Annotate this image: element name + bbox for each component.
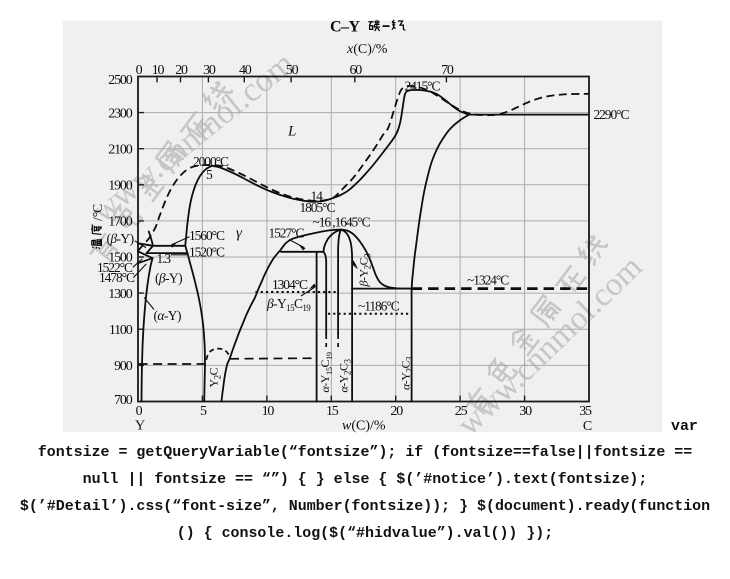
svg-text:20: 20 xyxy=(175,63,188,78)
svg-text:/°C: /°C xyxy=(90,204,105,221)
svg-text:50: 50 xyxy=(286,63,299,78)
svg-text:30: 30 xyxy=(519,404,532,419)
svg-text:14: 14 xyxy=(311,189,324,204)
svg-text:2290°C: 2290°C xyxy=(594,107,630,122)
svg-text:2300: 2300 xyxy=(108,106,132,121)
svg-text:C: C xyxy=(583,419,592,434)
svg-text:1520°C: 1520°C xyxy=(189,245,225,260)
svg-text:2500: 2500 xyxy=(108,73,132,88)
svg-text:1478°C: 1478°C xyxy=(99,270,135,285)
svg-text:2100: 2100 xyxy=(108,142,132,157)
svg-text:1560°C: 1560°C xyxy=(189,228,225,243)
svg-text:x(C)/%: x(C)/% xyxy=(346,42,388,57)
svg-text:60: 60 xyxy=(349,63,362,78)
svg-text:40: 40 xyxy=(239,63,252,78)
svg-text:1500: 1500 xyxy=(108,251,132,266)
svg-text:0: 0 xyxy=(136,63,143,78)
svg-text:(β-Y): (β-Y) xyxy=(107,231,134,246)
svg-text:1300: 1300 xyxy=(108,287,132,302)
svg-text:C–Y: C–Y xyxy=(330,19,361,36)
svg-text:10: 10 xyxy=(152,63,165,78)
svg-text:2000°C: 2000°C xyxy=(193,154,229,169)
svg-text:(β-Y): (β-Y) xyxy=(155,271,182,286)
svg-text:15: 15 xyxy=(326,404,339,419)
svg-text:2415°C: 2415°C xyxy=(405,79,441,94)
svg-text:w(C)/%: w(C)/% xyxy=(342,419,386,434)
svg-text:Y: Y xyxy=(135,419,145,434)
svg-text:~16 ,1645°C: ~16 ,1645°C xyxy=(313,215,371,230)
svg-text:L: L xyxy=(287,124,296,140)
svg-text:β-Y15C19: β-Y15C19 xyxy=(266,296,311,313)
svg-text:35: 35 xyxy=(579,404,592,419)
svg-text:1700: 1700 xyxy=(108,215,132,230)
svg-text:(α-Y): (α-Y) xyxy=(154,308,181,323)
svg-text:5: 5 xyxy=(200,404,207,419)
svg-text:~1324°C: ~1324°C xyxy=(467,273,509,288)
svg-text:Y2C: Y2C xyxy=(207,367,223,387)
svg-text:β-Y2C3: β-Y2C3 xyxy=(357,253,373,288)
svg-text:1304°C: 1304°C xyxy=(272,277,308,292)
svg-text:γ: γ xyxy=(236,226,243,242)
svg-text:α-Y2C3: α-Y2C3 xyxy=(399,356,415,390)
svg-text:α-Y2C3: α-Y2C3 xyxy=(337,359,353,393)
svg-text:~1186°C: ~1186°C xyxy=(358,299,400,314)
svg-text:1100: 1100 xyxy=(109,323,133,338)
svg-text:α-Y15C19: α-Y15C19 xyxy=(318,352,334,392)
svg-text:20: 20 xyxy=(390,404,403,419)
svg-text:10: 10 xyxy=(262,404,275,419)
svg-text:1805°C: 1805°C xyxy=(300,200,336,215)
svg-text:1.3: 1.3 xyxy=(157,251,172,266)
svg-text:1522°C: 1522°C xyxy=(97,260,133,275)
svg-text:30: 30 xyxy=(203,63,216,78)
svg-text:700: 700 xyxy=(114,393,133,408)
svg-text:5: 5 xyxy=(206,167,213,182)
svg-text:1527°C: 1527°C xyxy=(269,226,305,241)
svg-text:1900: 1900 xyxy=(108,179,132,194)
svg-text:0: 0 xyxy=(136,404,143,419)
svg-text:900: 900 xyxy=(114,359,133,374)
svg-text:70: 70 xyxy=(441,63,454,78)
svg-text:25: 25 xyxy=(455,404,468,419)
